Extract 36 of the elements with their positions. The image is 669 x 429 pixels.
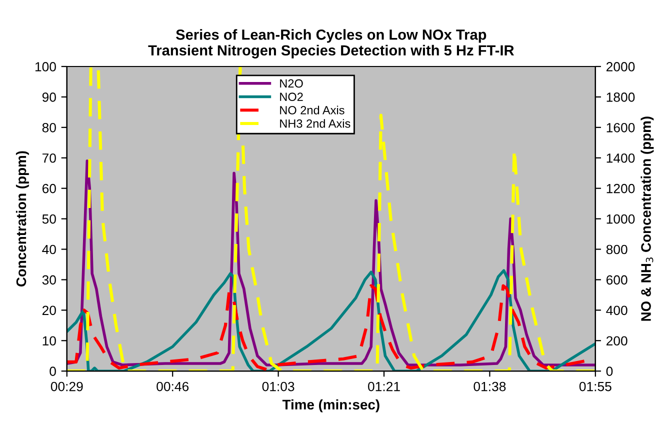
y-tick-label: 100 [35, 62, 56, 72]
x-tick-label: 01:55 [579, 382, 612, 392]
y-tick-label: 90 [42, 92, 56, 102]
legend-label: NO 2nd Axis [280, 106, 344, 114]
y2-tick-label: 2000 [606, 62, 635, 72]
y-tick-label: 60 [42, 184, 56, 194]
y2-tick-label: 0 [606, 366, 613, 376]
x-tick-label: 01:38 [474, 382, 506, 392]
x-axis-title: Time (min:sec) [282, 399, 380, 412]
y2-tick-label: 1200 [606, 184, 635, 194]
y-tick-label: 50 [42, 214, 56, 224]
x-tick-label: 01:21 [368, 382, 400, 392]
y-tick-label: 0 [50, 366, 56, 376]
y2-tick-label: 400 [606, 306, 628, 316]
y-tick-label: 40 [42, 244, 56, 254]
y-axis-title: Concentration (ppm) [16, 151, 29, 286]
y-tick-label: 20 [42, 306, 56, 316]
y-tick-label: 30 [42, 275, 56, 285]
x-tick-label: 01:03 [262, 382, 294, 392]
x-tick-label: 00:46 [156, 382, 189, 392]
y2-tick-label: 1600 [606, 122, 635, 132]
legend-label: NO2 [280, 92, 303, 102]
y2-tick-label: 1000 [606, 214, 635, 224]
y2-tick-label: 800 [606, 244, 628, 254]
y-tick-label: 70 [42, 153, 56, 163]
legend-label: NH3 2nd Axis [280, 119, 350, 128]
y2-tick-label: 1400 [606, 153, 635, 163]
chart-title: Series of Lean-Rich Cycles on Low NOx Trap Transient Nitrogen Species Detection with 5 Hz FT-IR [148, 29, 514, 58]
y2-tick-label: 1800 [606, 92, 635, 102]
y-tick-label: 80 [42, 122, 56, 132]
y2-tick-label: 600 [606, 275, 628, 285]
y2-axis-title: NO & NH$_{3}$ Concentration (ppm) [640, 116, 654, 321]
y2-tick-label: 200 [606, 336, 628, 346]
y-tick-label: 10 [42, 336, 56, 346]
x-tick-label: 00:29 [50, 382, 83, 392]
legend-label: N2O [280, 79, 303, 88]
